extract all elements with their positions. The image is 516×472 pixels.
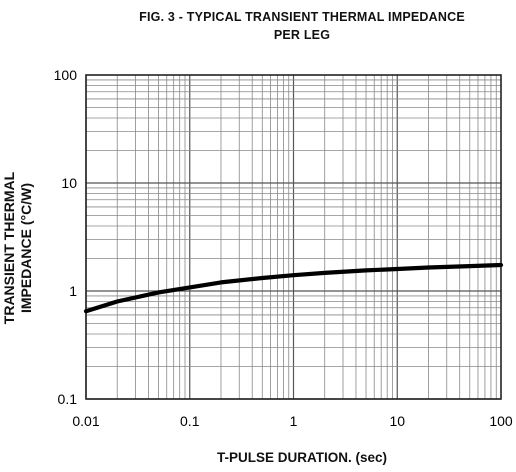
y-tick-label: 10	[61, 175, 77, 191]
x-tick-label: 0.1	[180, 413, 200, 429]
y-tick-label: 0.1	[58, 391, 78, 407]
chart-subtitle: PER LEG	[273, 28, 331, 42]
chart-title: FIG. 3 - TYPICAL TRANSIENT THERMAL IMPED…	[139, 10, 465, 24]
x-tick-label: 100	[489, 413, 513, 429]
series-line	[83, 262, 504, 314]
x-axis-label: T-PULSE DURATION. (sec)	[216, 450, 387, 465]
y-tick-label: 100	[54, 67, 78, 83]
x-tick-label: 0.01	[72, 413, 99, 429]
plot-frame	[85, 74, 502, 400]
y-tick-label: 1	[69, 283, 77, 299]
x-tick-label: 10	[389, 413, 405, 429]
x-tick-label: 1	[290, 413, 298, 429]
